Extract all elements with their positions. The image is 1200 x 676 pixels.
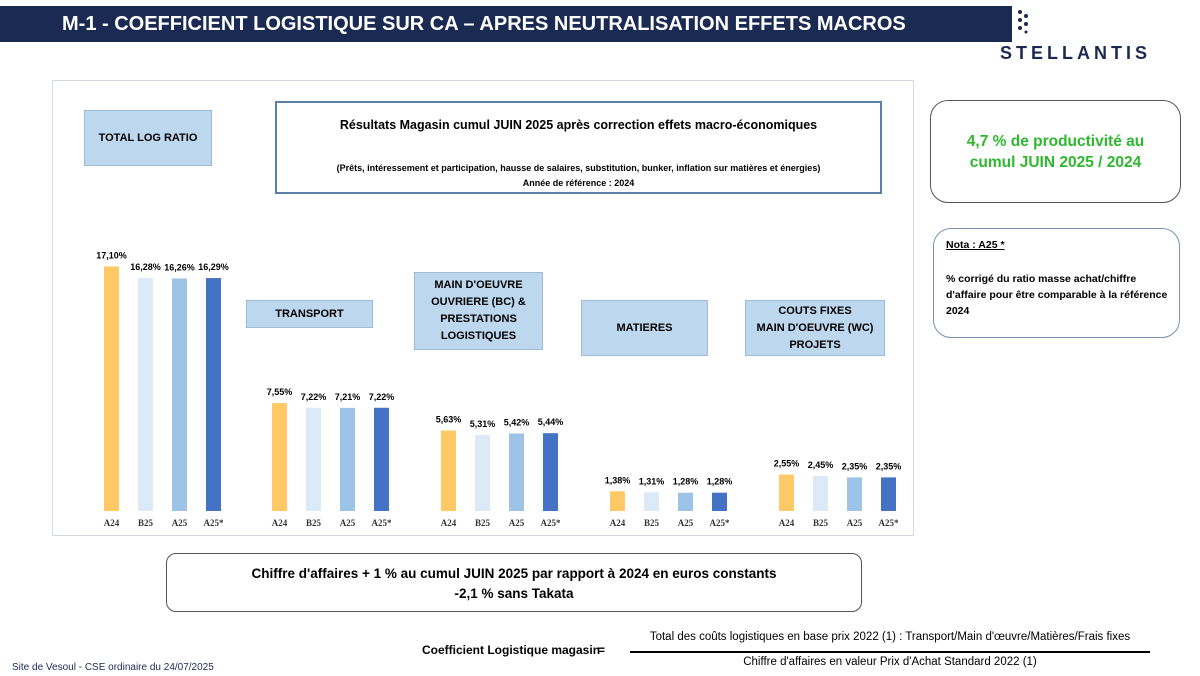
- x-tick-label: A25*: [204, 518, 224, 528]
- x-tick-label: A25*: [879, 518, 899, 528]
- x-tick-label: B25: [306, 518, 322, 528]
- nota-title: Nota : A25 *: [946, 239, 1005, 251]
- results-box: Résultats Magasin cumul JUIN 2025 après …: [275, 101, 882, 194]
- formula-equals: =: [598, 643, 606, 657]
- bar: [206, 278, 221, 511]
- data-label: 7,21%: [335, 392, 361, 402]
- results-title: Résultats Magasin cumul JUIN 2025 après …: [339, 118, 818, 132]
- category-label: TRANSPORT: [246, 300, 373, 328]
- bar: [138, 278, 153, 511]
- revenue-line-2: -2,1 % sans Takata: [454, 586, 574, 601]
- data-label: 16,28%: [130, 262, 161, 272]
- data-label: 2,55%: [774, 459, 800, 469]
- bar-chart: 17,10% A24 16,28% B25 16,26% A25 16,29% A25* 7,5…: [96, 250, 902, 528]
- category-label: COUTS FIXES MAIN D'OEUVRE (WC) PROJETS: [745, 300, 885, 356]
- x-tick-label: A25: [340, 518, 356, 528]
- bar: [509, 433, 524, 511]
- data-label: 5,42%: [504, 417, 530, 427]
- x-tick-label: A25: [678, 518, 694, 528]
- data-label: 1,31%: [639, 476, 665, 486]
- stellantis-logo-icon: [1018, 10, 1028, 34]
- x-tick-label: A25: [509, 518, 525, 528]
- bar: [813, 475, 828, 511]
- data-label: 16,29%: [198, 262, 229, 272]
- bar: [306, 407, 321, 511]
- bar: [712, 492, 727, 511]
- formula-denominator: Chiffre d'affaires en valeur Prix d'Acha…: [743, 656, 1037, 668]
- bar: [678, 492, 693, 511]
- bar: [374, 407, 389, 511]
- x-tick-label: A24: [779, 518, 795, 528]
- bar: [543, 433, 558, 511]
- footer: Site de Vesoul - CSE ordinaire du 24/07/…: [12, 662, 214, 673]
- bar: [272, 403, 287, 511]
- x-tick-label: A25*: [541, 518, 561, 528]
- bar: [475, 435, 490, 511]
- bar: [441, 430, 456, 511]
- x-tick-label: B25: [138, 518, 154, 528]
- revenue-box: Chiffre d'affaires + 1 % au cumul JUIN 2…: [166, 553, 862, 612]
- formula-label: Coefficient Logistique magasin: [422, 643, 601, 657]
- results-reference: Année de référence : 2024: [522, 178, 635, 188]
- bar: [644, 492, 659, 511]
- data-label: 17,10%: [96, 250, 127, 260]
- x-tick-label: A24: [104, 518, 120, 528]
- x-tick-label: A24: [610, 518, 626, 528]
- data-label: 2,45%: [808, 460, 834, 470]
- bar: [881, 477, 896, 511]
- data-label: 7,22%: [369, 392, 395, 402]
- productivity-box: 4,7 % de productivité au cumul JUIN 2025…: [930, 100, 1181, 203]
- page-title: M-1 - COEFFICIENT LOGISTIQUE SUR CA – AP…: [62, 13, 906, 35]
- data-label: 1,28%: [707, 477, 733, 487]
- x-tick-label: A25: [847, 518, 863, 528]
- stellantis-logo: STELLANTIS: [1000, 43, 1151, 63]
- bar: [172, 278, 187, 511]
- bar: [104, 266, 119, 511]
- x-tick-label: B25: [644, 518, 660, 528]
- bar: [847, 477, 862, 511]
- x-tick-label: A25*: [710, 518, 730, 528]
- data-label: 1,38%: [605, 475, 631, 485]
- nota-box: Nota : A25 * % corrigé du ratio masse ac…: [933, 228, 1180, 338]
- title-bar: M-1 - COEFFICIENT LOGISTIQUE SUR CA – AP…: [0, 6, 1012, 42]
- nota-text: % corrigé du ratio masse achat/chiffre d…: [946, 273, 1168, 317]
- data-label: 7,22%: [301, 392, 327, 402]
- data-label: 5,63%: [436, 414, 462, 424]
- x-tick-label: A25*: [372, 518, 392, 528]
- x-tick-label: A24: [441, 518, 457, 528]
- formula-numerator: Total des coûts logistiques en base prix…: [649, 631, 1131, 643]
- bar: [779, 474, 794, 511]
- data-label: 2,35%: [876, 461, 902, 471]
- data-label: 5,44%: [538, 417, 564, 427]
- x-tick-label: B25: [475, 518, 491, 528]
- data-label: 1,28%: [673, 477, 699, 487]
- category-label: TOTAL LOG RATIO: [84, 110, 212, 166]
- x-tick-label: B25: [813, 518, 829, 528]
- formula-fraction-line: [630, 651, 1150, 653]
- x-tick-label: A25: [172, 518, 188, 528]
- results-subtitle: (Prêts, intéressement et participation, …: [336, 163, 821, 173]
- revenue-line-1: Chiffre d'affaires + 1 % au cumul JUIN 2…: [251, 566, 777, 581]
- data-label: 7,55%: [267, 387, 293, 397]
- category-label: MATIERES: [581, 300, 708, 356]
- data-label: 5,31%: [470, 419, 496, 429]
- data-label: 2,35%: [842, 461, 868, 471]
- bar: [340, 407, 355, 511]
- category-label: MAIN D'OEUVRE OUVRIERE (BC) & PRESTATION…: [414, 272, 543, 350]
- data-label: 16,26%: [164, 262, 195, 272]
- bar: [610, 491, 625, 511]
- x-tick-label: A24: [272, 518, 288, 528]
